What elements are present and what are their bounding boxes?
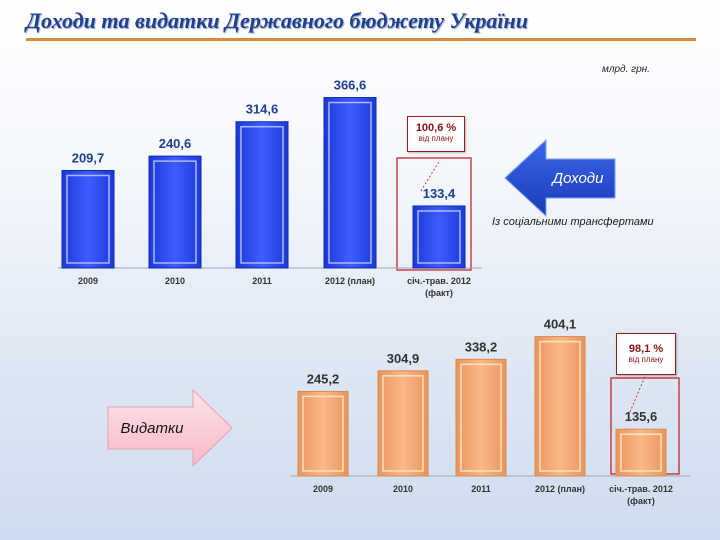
exp-group-bar [534,336,586,477]
rev-group-tick-label: (факт) [425,288,453,298]
rev-group-bar [323,97,377,269]
expenditure-plan-box: 98,1 % від плану [616,333,676,375]
social-transfers-note: Із соціальними трансфертами [492,216,654,228]
rev-group-tick-label: 2009 [78,276,98,286]
rev-group-tick-label: 2012 (план) [325,276,375,286]
rev-group-tick-label: 2010 [165,276,185,286]
revenue-plan-note: від плану [418,133,454,143]
rev-group-value-label: 240,6 [159,136,192,151]
exp-group-bar [297,390,349,477]
exp-group-bar-inner [460,363,502,472]
exp-group-bar-inner [620,433,662,472]
revenue-plan-box: 100,6 % від плану [407,116,465,152]
exp-group-bar [377,370,429,477]
rev-group-bar [235,121,289,269]
revenue-highlight [396,157,472,271]
rev-group-tick-label: 2011 [252,276,272,286]
rev-group-value-label: 366,6 [334,78,367,93]
rev-group-bar [412,205,466,269]
exp-group-bar [455,358,507,477]
expenditure-plan-pct: 98,1 % [628,343,664,355]
exp-group-tick-label: 2011 [471,484,491,494]
exp-group-value-label: 135,6 [625,409,658,424]
rev-group-bar-inner [417,210,461,264]
revenue-plan-pct: 100,6 % [415,122,457,134]
exp-group-bar [615,428,667,477]
exp-group-bar-inner [382,375,424,472]
rev-group-bar-inner [240,125,284,264]
exp-group-value-label: 404,1 [544,317,577,332]
revenue-chart: 209,7 2009 240,6 2010 314,6 2011 366,6 2012 (пл… [58,78,482,298]
rev-group-bar-inner [66,174,110,264]
rev-group-value-label: 209,7 [72,150,105,165]
units-label: млрд. грн. [602,64,650,75]
exp-group-value-label: 245,2 [307,371,340,386]
expenditure-arrow: Видатки [107,388,233,468]
rev-group-bar [148,155,202,269]
exp-group-bar-inner [302,395,344,472]
exp-group-tick-label: 2012 (план) [535,484,585,494]
page-title: Доходи та видатки Державного бюджету Укр… [26,8,528,33]
revenue-arrow: Доходи [504,138,616,218]
rev-group-bar [61,169,115,269]
rev-group-tick-label: січ.-трав. 2012 [407,276,471,286]
rev-group-bar-inner [153,160,197,264]
revenue-arrow-label: Доходи [551,170,605,187]
expenditure-plan-note: від плану [628,354,664,364]
exp-group-tick-label: січ.-трав. 2012 [609,484,673,494]
exp-group-bar-inner [539,340,581,472]
expenditure-chart: 245,2 2009 304,9 2010 338,2 2011 404,1 2012 (пл… [290,317,690,506]
exp-group-tick-label: (факт) [627,496,655,506]
exp-group-tick-label: 2009 [313,484,333,494]
rev-group-value-label: 314,6 [246,102,279,117]
rev-group-value-label: 133,4 [423,186,456,201]
title-divider [26,38,696,41]
rev-group-bar-inner [328,101,372,264]
exp-group-value-label: 338,2 [465,339,498,354]
exp-group-value-label: 304,9 [387,351,420,366]
expenditure-arrow-label: Видатки [121,420,185,437]
exp-group-tick-label: 2010 [393,484,413,494]
